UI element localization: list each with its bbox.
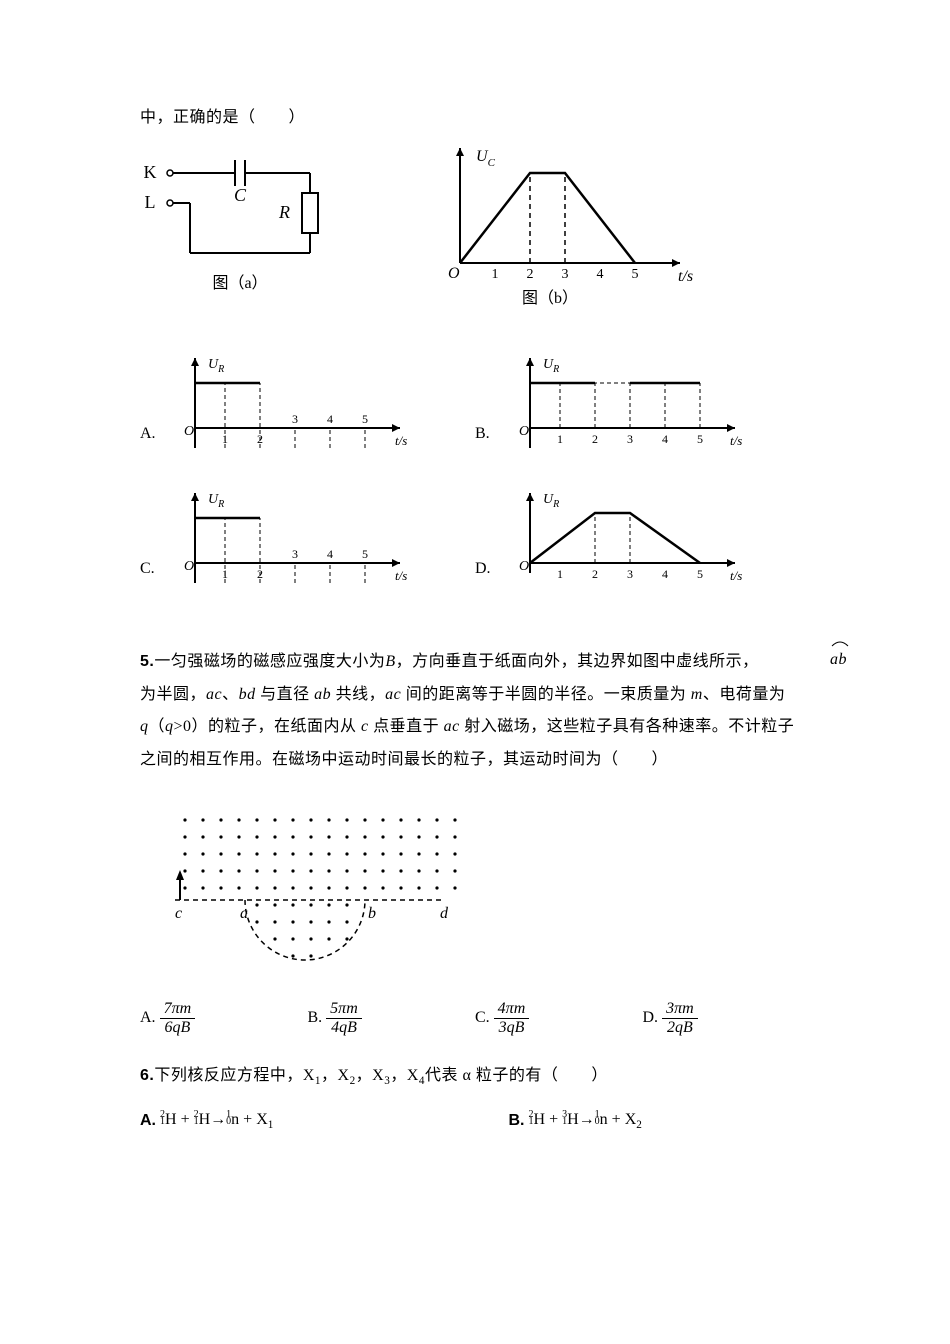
svg-text:t/s: t/s	[395, 568, 407, 583]
svg-text:4: 4	[597, 267, 604, 282]
svg-text:UR: UR	[543, 492, 559, 510]
svg-text:图（b）: 图（b）	[522, 289, 578, 307]
svg-text:4: 4	[662, 432, 668, 446]
ur-graph-a: UR O t/s 1 2 3 4 5	[170, 353, 415, 453]
q6-options-row1: A. 21H + 21H→10n + X1 B. 21H + 31H→10n +…	[140, 1111, 810, 1131]
q5-options: A. 7πm6qB B. 5πm4qB C. 4πm3qB D. 3πm2qB	[140, 1000, 810, 1037]
svg-text:a: a	[240, 905, 248, 922]
svg-text:t/s: t/s	[730, 568, 742, 583]
svg-text:t/s: t/s	[678, 268, 693, 285]
q5-opt-c: C. 4πm3qB	[475, 1000, 643, 1037]
svg-text:5: 5	[362, 547, 368, 561]
svg-text:1: 1	[492, 267, 499, 282]
svg-text:O: O	[184, 559, 194, 574]
svg-text:1: 1	[222, 432, 228, 446]
q4-opt-d: D. UR O t/s 1 2 3 4 5	[475, 488, 810, 588]
svg-text:L: L	[145, 192, 156, 212]
svg-text:2: 2	[592, 567, 598, 581]
svg-text:5: 5	[697, 567, 703, 581]
svg-text:O: O	[519, 424, 529, 439]
q5-ab-arc: ab	[830, 638, 850, 675]
svg-text:R: R	[278, 202, 290, 222]
q5-line1: 5.一匀强磁场的磁感应强度大小为B，方向垂直于纸面向外，其边界如图中虚线所示， …	[140, 648, 810, 677]
circuit-and-uc-svg: K L C R 图（a）	[140, 143, 780, 323]
svg-text:1: 1	[557, 432, 563, 446]
svg-text:UR: UR	[543, 357, 559, 375]
svg-text:UC: UC	[476, 148, 496, 169]
svg-text:2: 2	[257, 567, 263, 581]
svg-text:5: 5	[697, 432, 703, 446]
q4-options: A. UR O t/s	[140, 353, 810, 623]
svg-text:图（a）: 图（a）	[212, 274, 267, 292]
svg-text:2: 2	[257, 432, 263, 446]
ur-graph-d: UR O t/s 1 2 3 4 5	[505, 488, 750, 588]
svg-text:O: O	[184, 424, 194, 439]
ur-graph-c: UR O t/s 1 2 3 4 5	[170, 488, 415, 588]
svg-text:b: b	[368, 905, 376, 922]
q5-opt-a: A. 7πm6qB	[140, 1000, 308, 1037]
svg-text:3: 3	[292, 412, 298, 426]
q5-number: 5.	[140, 653, 154, 670]
svg-text:2: 2	[527, 267, 534, 282]
svg-text:C: C	[234, 185, 247, 205]
q5-line2: 为半圆，ac、bd 与直径 ab 共线，ac 间的距离等于半圆的半径。一束质量为…	[140, 681, 810, 710]
svg-text:3: 3	[627, 432, 633, 446]
svg-text:5: 5	[632, 267, 639, 282]
q6-text: 6.下列核反应方程中，X1，X2，X3，X4代表 α 粒子的有（ ）	[140, 1062, 810, 1091]
q6-number: 6.	[140, 1067, 154, 1084]
svg-text:3: 3	[627, 567, 633, 581]
q5-opt-b: B. 5πm4qB	[308, 1000, 476, 1037]
figure-row-circuit: K L C R 图（a）	[140, 143, 810, 328]
svg-text:O: O	[448, 265, 460, 282]
svg-text:3: 3	[292, 547, 298, 561]
svg-text:t/s: t/s	[395, 433, 407, 448]
svg-text:1: 1	[557, 567, 563, 581]
q6-opt-a: A. 21H + 21H→10n + X1	[140, 1111, 509, 1131]
svg-text:d: d	[440, 905, 449, 922]
svg-text:c: c	[175, 905, 182, 922]
svg-text:t/s: t/s	[730, 433, 742, 448]
svg-text:4: 4	[327, 547, 333, 561]
svg-text:UR: UR	[208, 492, 224, 510]
q5-field-diagram: c a b d	[140, 800, 810, 975]
q6-opt-b: B. 21H + 31H→10n + X2	[509, 1111, 811, 1131]
svg-text:UR: UR	[208, 357, 224, 375]
q5-line3: q（q>0）的粒子，在纸面内从 c 点垂直于 ac 射入磁场，这些粒子具有各种速…	[140, 713, 810, 742]
svg-text:4: 4	[662, 567, 668, 581]
svg-text:4: 4	[327, 412, 333, 426]
q4-text-remainder: 中，正确的是（ ）	[140, 104, 810, 133]
svg-text:K: K	[144, 162, 157, 182]
svg-text:2: 2	[592, 432, 598, 446]
q4-opt-c: C. UR O t/s 1	[140, 488, 475, 588]
q4-opt-a: A. UR O t/s	[140, 353, 475, 453]
ur-graph-b: UR O t/s 1 2 3 4 5	[505, 353, 750, 453]
svg-text:1: 1	[222, 567, 228, 581]
svg-text:5: 5	[362, 412, 368, 426]
q4-opt-b: B. UR O t/s	[475, 353, 810, 453]
svg-text:O: O	[519, 559, 529, 574]
svg-text:3: 3	[562, 267, 569, 282]
q5-line4: 之间的相互作用。在磁场中运动时间最长的粒子，其运动时间为（ ）	[140, 746, 810, 775]
q5-opt-d: D. 3πm2qB	[643, 1000, 811, 1037]
